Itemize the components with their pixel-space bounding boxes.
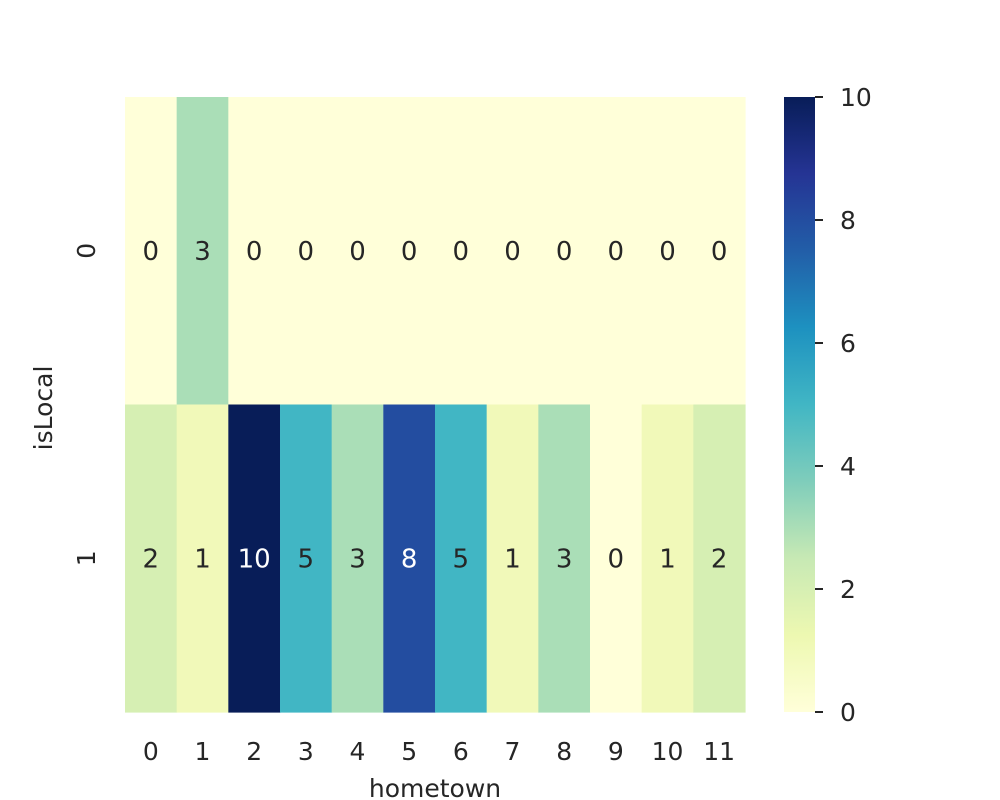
cell-annotation: 1 [504, 544, 521, 574]
heatmap-cell [693, 97, 746, 406]
cell-annotation: 0 [659, 237, 676, 267]
cell-annotation: 1 [194, 544, 211, 574]
heatmap-cell [383, 404, 436, 713]
y-axis-label: isLocal [29, 366, 58, 451]
heatmap-cell [125, 404, 178, 713]
cell-annotation: 2 [143, 544, 160, 574]
heatmap-cells [125, 97, 746, 713]
heatmap-cell [280, 404, 333, 713]
heatmap-cell [435, 404, 488, 713]
cell-annotation: 10 [238, 544, 271, 574]
heatmap-cell [538, 404, 591, 713]
x-tick-label: 1 [195, 737, 211, 766]
x-tick-label: 5 [401, 737, 417, 766]
colorbar-tick-label: 4 [840, 452, 856, 481]
x-tick-label: 3 [298, 737, 314, 766]
heatmap-cell [486, 404, 539, 713]
heatmap-cell [228, 404, 281, 713]
cell-annotation: 0 [608, 237, 625, 267]
cell-annotation: 3 [556, 544, 573, 574]
cell-annotation: 0 [349, 237, 366, 267]
x-tick-label: 9 [608, 737, 624, 766]
heatmap-cell [176, 404, 229, 713]
colorbar [784, 97, 815, 712]
cell-annotation: 0 [504, 237, 521, 267]
colorbar-tick-label: 0 [840, 698, 856, 727]
x-tick-label: 2 [246, 737, 262, 766]
heatmap-cell [693, 404, 746, 713]
x-tick-label: 8 [556, 737, 572, 766]
heatmap-cell [590, 404, 643, 713]
colorbar-tick-label: 6 [840, 329, 856, 358]
heatmap-cell [486, 97, 539, 406]
heatmap-cell [331, 404, 384, 713]
y-tick-label: 1 [72, 550, 101, 566]
heatmap-cell [383, 97, 436, 406]
cell-annotation: 0 [246, 237, 263, 267]
x-tick-label: 7 [505, 737, 521, 766]
colorbar-tick-label: 8 [840, 206, 856, 235]
heatmap-cell [538, 97, 591, 406]
heatmap-cell [280, 97, 333, 406]
x-tick-label: 11 [703, 737, 735, 766]
colorbar-tick-label: 2 [840, 575, 856, 604]
x-tick-label: 6 [453, 737, 469, 766]
cell-annotation: 0 [556, 237, 573, 267]
y-tick-label: 0 [72, 243, 101, 259]
x-tick-label: 10 [652, 737, 684, 766]
cell-annotation: 0 [453, 237, 470, 267]
cell-annotation: 0 [711, 237, 728, 267]
cell-annotations: 0 3 0 0 0 0 0 0 0 0 0 0 2 1 10 5 3 8 5 1 3 0 1 2 [143, 237, 728, 575]
cell-annotation: 5 [298, 544, 315, 574]
heatmap-cell [435, 97, 488, 406]
heatmap-cell [590, 97, 643, 406]
heatmap-cell [331, 97, 384, 406]
cell-annotation: 0 [298, 237, 315, 267]
x-tick-labels: 0 1 2 3 4 5 6 7 8 9 10 11 [143, 737, 735, 766]
cell-annotation: 0 [401, 237, 418, 267]
cell-annotation: 5 [453, 544, 470, 574]
colorbar-tick-label: 10 [840, 83, 872, 112]
y-tick-labels: 01 [72, 243, 101, 566]
heatmap-cell [641, 404, 694, 713]
cell-annotation: 0 [608, 544, 625, 574]
heatmap-cell [176, 97, 229, 406]
x-tick-label: 4 [350, 737, 366, 766]
heatmap-cell [125, 97, 178, 406]
cell-annotation: 3 [349, 544, 366, 574]
heatmap-cell [228, 97, 281, 406]
colorbar-ticks: 0 2 4 6 8 10 [815, 83, 872, 727]
cell-annotation: 8 [401, 544, 418, 574]
x-tick-label: 0 [143, 737, 159, 766]
cell-annotation: 3 [194, 237, 211, 267]
heatmap-cell [641, 97, 694, 406]
cell-annotation: 0 [143, 237, 160, 267]
cell-annotation: 1 [659, 544, 676, 574]
x-axis-label: hometown [369, 774, 501, 800]
cell-annotation: 2 [711, 544, 728, 574]
